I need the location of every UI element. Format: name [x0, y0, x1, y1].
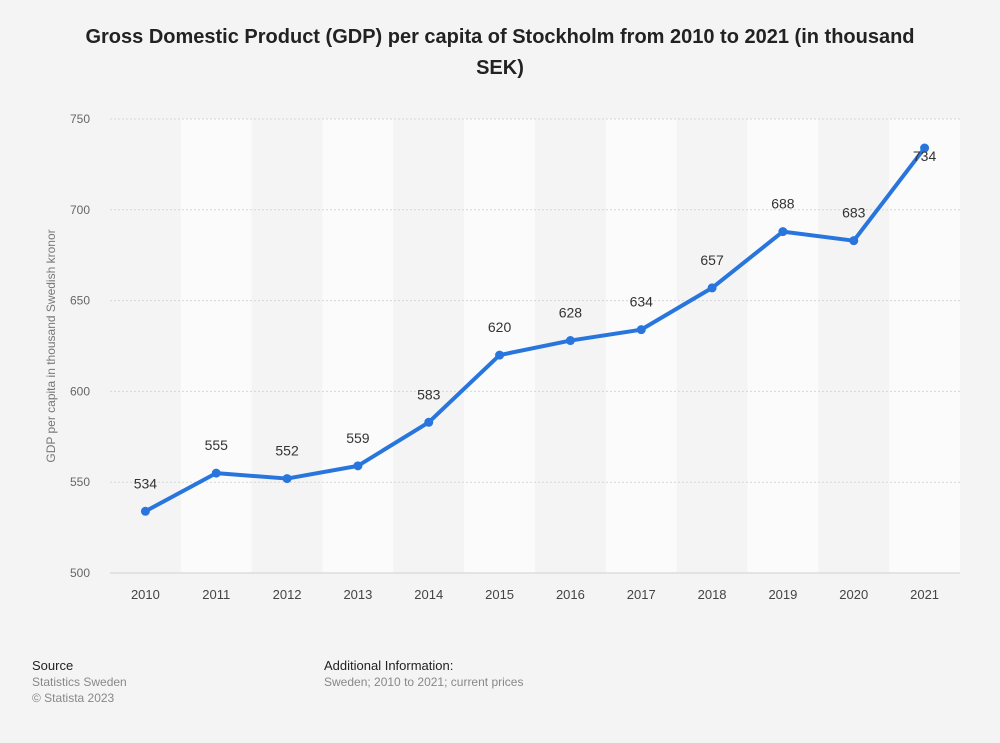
- info-heading: Additional Information:: [324, 658, 454, 673]
- y-tick-label: 700: [70, 203, 90, 217]
- data-label: 583: [417, 386, 441, 402]
- data-point: [636, 325, 646, 335]
- data-label: 559: [346, 430, 370, 446]
- data-point: [920, 143, 930, 153]
- copyright: © Statista 2023: [32, 691, 115, 705]
- data-label: 555: [205, 437, 229, 453]
- column-band: [676, 119, 748, 573]
- x-tick-label: 2021: [910, 587, 939, 602]
- x-tick-label: 2020: [839, 587, 868, 602]
- x-tick-label: 2017: [627, 587, 656, 602]
- data-point: [778, 227, 788, 237]
- x-tick-label: 2019: [768, 587, 797, 602]
- column-band: [393, 119, 465, 573]
- y-axis-label: GDP per capita in thousand Swedish krono…: [44, 229, 58, 462]
- info-text: Sweden; 2010 to 2021; current prices: [324, 675, 524, 689]
- data-label: 634: [630, 294, 654, 310]
- additional-info-block: Additional Information: Sweden; 2010 to …: [324, 658, 523, 690]
- x-tick-label: 2018: [698, 587, 727, 602]
- x-tick-label: 2013: [343, 587, 372, 602]
- y-tick-label: 500: [70, 566, 90, 580]
- column-band: [110, 119, 181, 573]
- column-band: [322, 119, 394, 573]
- column-band: [605, 119, 677, 573]
- column-band: [889, 119, 960, 573]
- data-label: 620: [488, 319, 512, 335]
- data-label: 657: [700, 252, 724, 268]
- data-point: [565, 336, 575, 346]
- data-point: [282, 474, 292, 484]
- x-tick-label: 2011: [202, 587, 230, 602]
- x-tick-label: 2016: [556, 587, 585, 602]
- column-band: [464, 119, 535, 573]
- y-tick-label: 750: [70, 112, 90, 126]
- data-label: 628: [559, 305, 583, 321]
- data-point: [211, 468, 221, 478]
- y-tick-label: 550: [70, 475, 90, 489]
- column-band: [180, 119, 252, 573]
- x-tick-label: 2010: [131, 587, 160, 602]
- y-tick-label: 650: [70, 294, 90, 308]
- data-point: [495, 350, 505, 360]
- data-point: [849, 236, 859, 246]
- data-label: 688: [771, 196, 795, 212]
- y-tick-label: 600: [70, 384, 90, 398]
- data-label: 683: [842, 205, 866, 221]
- source-block: Source Statistics Sweden © Statista 2023: [32, 658, 127, 706]
- data-label: 552: [275, 443, 299, 459]
- data-point: [353, 461, 363, 471]
- chart-title: Gross Domestic Product (GDP) per capita …: [85, 26, 915, 79]
- column-band: [818, 119, 890, 573]
- column-band: [747, 119, 819, 573]
- data-label: 734: [913, 148, 937, 164]
- data-point: [424, 417, 434, 427]
- data-point: [707, 283, 717, 293]
- source-heading: Source: [32, 658, 74, 673]
- x-tick-label: 2012: [273, 587, 302, 602]
- data-label: 534: [134, 475, 158, 491]
- data-point: [140, 506, 150, 516]
- source-name[interactable]: Statistics Sweden: [32, 675, 127, 689]
- series-line: [143, 146, 927, 514]
- column-band: [251, 119, 323, 573]
- x-tick-label: 2015: [485, 587, 514, 602]
- x-tick-label: 2014: [414, 587, 443, 602]
